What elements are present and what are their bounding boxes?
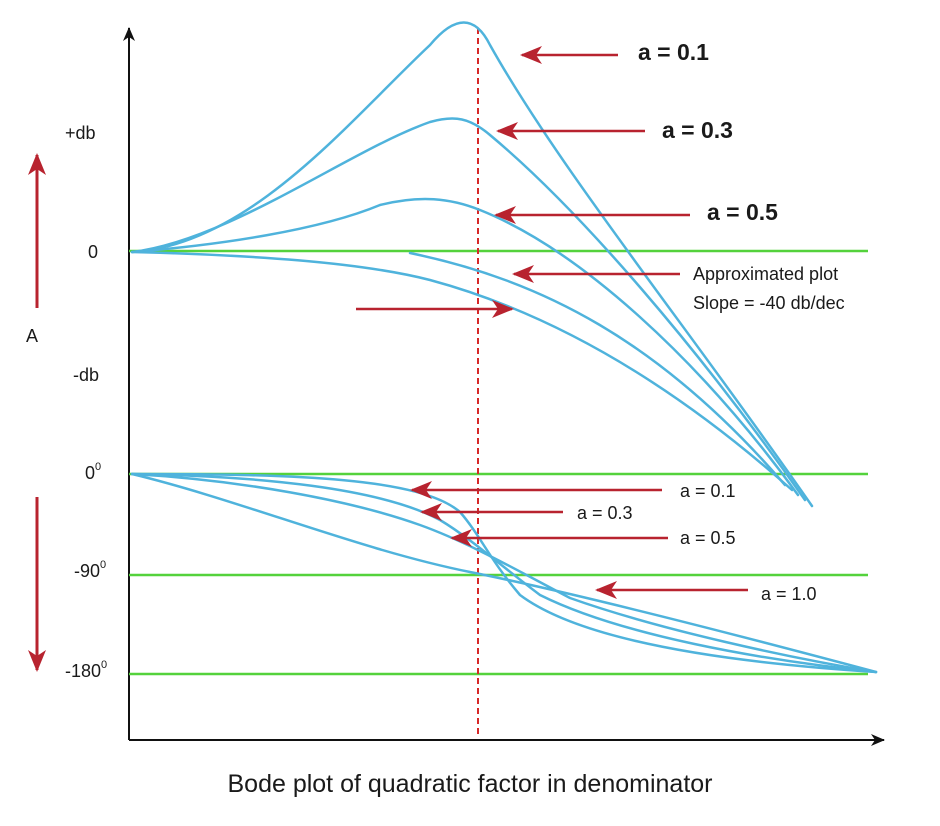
label-phase-0: 00 bbox=[85, 461, 102, 483]
mag-curve-approx bbox=[130, 250, 794, 492]
phase-curves bbox=[130, 472, 878, 674]
phase-arrows bbox=[410, 481, 748, 599]
label-approximated-plot: Approximated plot bbox=[693, 264, 839, 284]
label-mag-a-0.5: a = 0.5 bbox=[707, 199, 778, 225]
label-zero-db: 0 bbox=[88, 242, 99, 262]
label-phase-a-1.0: a = 1.0 bbox=[761, 584, 817, 604]
magnitude-curves bbox=[130, 21, 814, 508]
mag-curve-a-0.3 bbox=[130, 117, 807, 502]
mag-curve-lower bbox=[408, 251, 787, 487]
label-plus-db: +db bbox=[65, 123, 96, 143]
label-phase-a-0.1: a = 0.1 bbox=[680, 481, 736, 501]
magnitude-arrows bbox=[356, 46, 690, 318]
label-slope: Slope = -40 db/dec bbox=[693, 293, 845, 313]
label-amplitude: A bbox=[26, 326, 39, 346]
label-phase-minus-90: -900 bbox=[74, 559, 107, 581]
label-mag-a-0.1: a = 0.1 bbox=[638, 39, 709, 65]
mag-curve-a-0.5 bbox=[130, 197, 800, 497]
label-mag-a-0.3: a = 0.3 bbox=[662, 117, 733, 143]
mag-curve-a-0.1 bbox=[130, 21, 814, 508]
label-phase-minus-180: -1800 bbox=[65, 659, 108, 681]
phase-curve-a-0.1 bbox=[130, 472, 878, 674]
label-phase-a-0.5: a = 0.5 bbox=[680, 528, 736, 548]
phase-curve-a-0.5 bbox=[130, 472, 878, 674]
label-minus-db: -db bbox=[73, 365, 100, 385]
reference-lines bbox=[129, 249, 868, 676]
phase-curve-a-1.0 bbox=[130, 472, 878, 674]
label-phase-a-0.3: a = 0.3 bbox=[577, 503, 633, 523]
chart-caption: Bode plot of quadratic factor in denomin… bbox=[227, 770, 713, 798]
